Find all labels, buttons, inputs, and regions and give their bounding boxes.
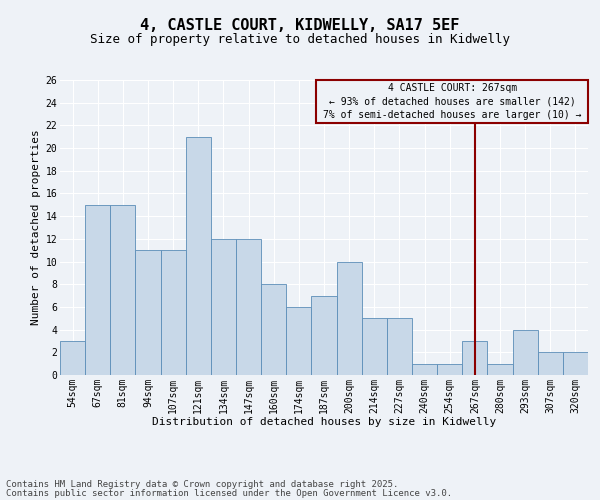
Bar [311,296,337,375]
Bar [538,352,563,375]
Bar [487,364,512,375]
Bar [412,364,437,375]
Bar [136,250,161,375]
Bar [110,205,136,375]
Bar [316,80,588,123]
Text: Contains public sector information licensed under the Open Government Licence v3: Contains public sector information licen… [6,489,452,498]
Bar [437,364,462,375]
Bar [85,205,110,375]
Bar [261,284,286,375]
Bar [362,318,387,375]
Bar [387,318,412,375]
X-axis label: Distribution of detached houses by size in Kidwelly: Distribution of detached houses by size … [152,417,496,427]
Text: 4, CASTLE COURT, KIDWELLY, SA17 5EF: 4, CASTLE COURT, KIDWELLY, SA17 5EF [140,18,460,32]
Bar [563,352,588,375]
Bar [512,330,538,375]
Text: Size of property relative to detached houses in Kidwelly: Size of property relative to detached ho… [90,32,510,46]
Bar [60,341,85,375]
Bar [236,239,261,375]
Y-axis label: Number of detached properties: Number of detached properties [31,130,41,326]
Text: 4 CASTLE COURT: 267sqm
← 93% of detached houses are smaller (142)
7% of semi-det: 4 CASTLE COURT: 267sqm ← 93% of detached… [323,84,581,120]
Bar [286,307,311,375]
Title: 4, CASTLE COURT, KIDWELLY, SA17 5EF
Size of property relative to detached houses: 4, CASTLE COURT, KIDWELLY, SA17 5EF Size… [0,499,1,500]
Text: Contains HM Land Registry data © Crown copyright and database right 2025.: Contains HM Land Registry data © Crown c… [6,480,398,489]
Bar [161,250,186,375]
Bar [211,239,236,375]
Bar [337,262,362,375]
Bar [462,341,487,375]
Bar [186,136,211,375]
